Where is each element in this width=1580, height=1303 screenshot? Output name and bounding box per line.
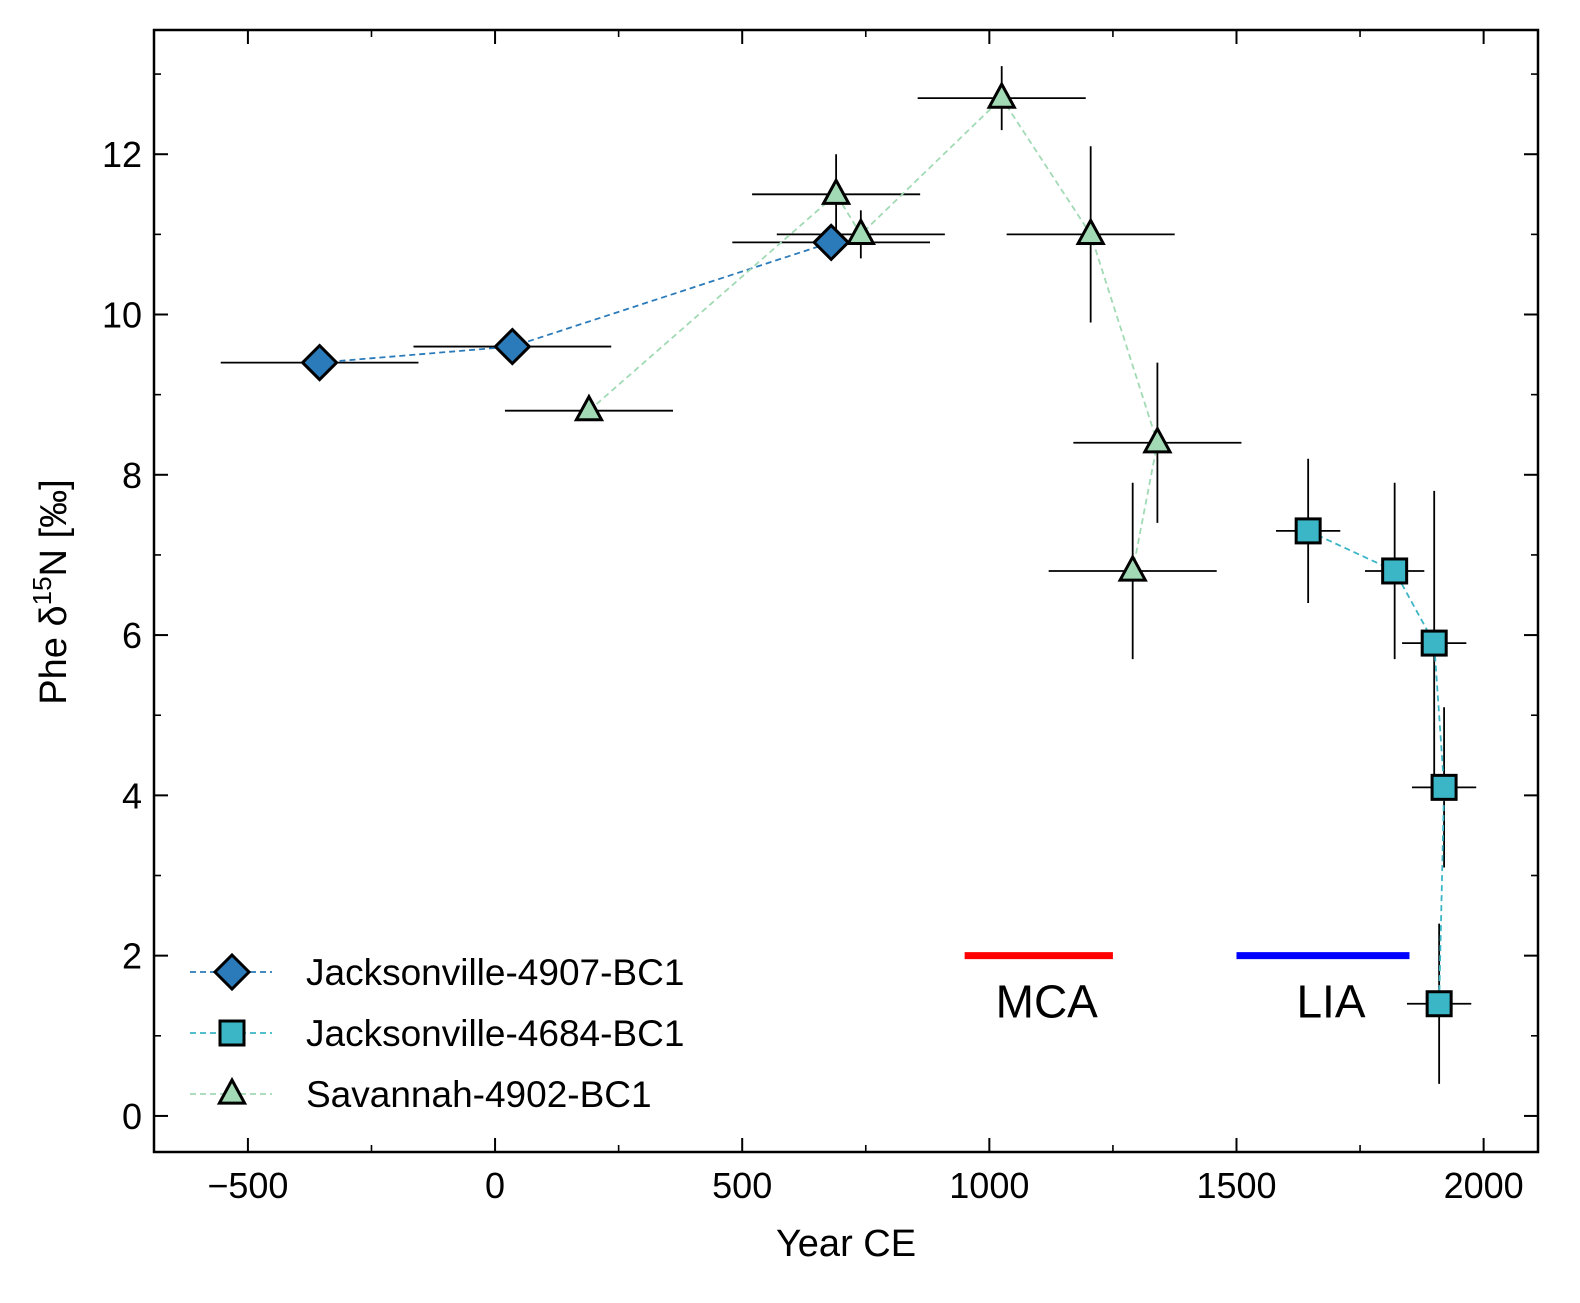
- triangle-marker: [1075, 217, 1106, 245]
- x-tick-label: 1000: [949, 1165, 1029, 1206]
- y-axis-label-tail: N [‰]: [33, 479, 75, 576]
- x-tick-label: 2000: [1444, 1165, 1524, 1206]
- climate-periods: MCA LIA: [964, 952, 1410, 1028]
- x-tick-label: 500: [712, 1165, 772, 1206]
- plot-area: [152, 28, 1540, 1154]
- plot-frame: [152, 28, 1540, 1154]
- triangle-marker: [820, 177, 852, 205]
- y-tick-label: 0: [122, 1096, 142, 1137]
- triangle-marker: [1117, 553, 1148, 582]
- y-tick-label: 8: [122, 455, 142, 496]
- legend: Jacksonville-4907-BC1 Jacksonville-4684-B…: [190, 952, 684, 1115]
- x-tick-label: 0: [485, 1165, 505, 1206]
- diamond-marker: [812, 223, 851, 262]
- y-axis-label-sup: 15: [27, 576, 57, 605]
- square-marker: [1294, 517, 1322, 545]
- diamond-marker: [300, 343, 339, 382]
- period-label: LIA: [1296, 976, 1365, 1028]
- period-label: MCA: [996, 976, 1099, 1028]
- square-marker: [1381, 557, 1409, 585]
- legend-square-marker: [218, 1019, 246, 1047]
- square-marker: [1420, 629, 1448, 657]
- triangle-marker: [573, 393, 605, 422]
- x-axis-label: Year CE: [776, 1223, 916, 1265]
- y-tick-label: 6: [122, 615, 142, 656]
- series-line: [319, 241, 832, 364]
- y-tick-label: 10: [102, 295, 142, 336]
- legend-label: Jacksonville-4907-BC1: [306, 952, 684, 993]
- y-tick-label: 12: [102, 134, 142, 175]
- error-bars: [220, 66, 1477, 1084]
- legend-label: Jacksonville-4684-BC1: [306, 1013, 684, 1054]
- y-axis-label-main: Phe δ: [33, 605, 75, 704]
- legend-diamond-marker: [212, 952, 252, 992]
- data-markers: [300, 80, 1458, 1018]
- x-tick-label: 1500: [1196, 1165, 1276, 1206]
- x-tick-label: −500: [207, 1165, 288, 1206]
- square-marker: [1425, 990, 1453, 1018]
- legend-label: Savannah-4902-BC1: [306, 1074, 652, 1115]
- triangle-marker: [1142, 425, 1173, 454]
- series-line: [588, 96, 1159, 572]
- y-axis-label: Phe δ15N [‰]: [27, 479, 75, 704]
- y-tick-label: 4: [122, 775, 142, 816]
- triangle-marker: [986, 80, 1017, 109]
- triangle-marker: [845, 217, 876, 245]
- diamond-marker: [493, 327, 532, 366]
- legend-triangle-marker: [216, 1076, 248, 1105]
- square-marker: [1430, 773, 1458, 801]
- axis-ticks: −500 0 500 1000 1500 2000 0 2 4 6 8 10 12: [102, 30, 1538, 1206]
- y-tick-label: 2: [122, 936, 142, 977]
- series-line: [1307, 530, 1445, 1004]
